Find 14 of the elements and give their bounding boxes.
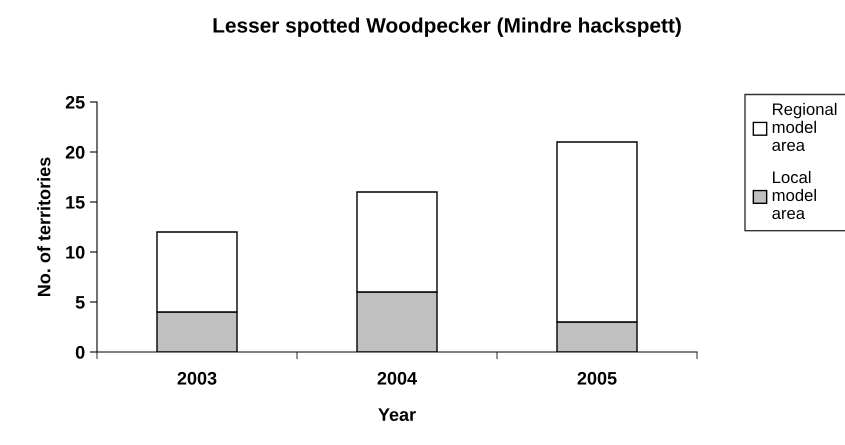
y-axis-title: No. of territories xyxy=(37,158,50,296)
x-tick-label: 2004 xyxy=(378,372,417,385)
y-tick-label: 20 xyxy=(66,146,84,159)
legend-label: Local model area xyxy=(772,170,816,220)
y-tick-label: 5 xyxy=(76,296,85,309)
y-tick-label: 25 xyxy=(66,96,85,109)
x-axis-title: Year xyxy=(378,408,416,421)
legend-label: Regional model area xyxy=(772,102,836,151)
x-tick-label: 2003 xyxy=(178,372,216,385)
x-tick-label: 2005 xyxy=(578,372,617,385)
y-tick-label: 0 xyxy=(76,346,84,359)
y-tick-label: 10 xyxy=(66,246,84,259)
y-tick-label: 15 xyxy=(66,196,85,209)
chart-title: Lesser spotted Woodpecker (Mindre hackspett) xyxy=(214,17,681,37)
